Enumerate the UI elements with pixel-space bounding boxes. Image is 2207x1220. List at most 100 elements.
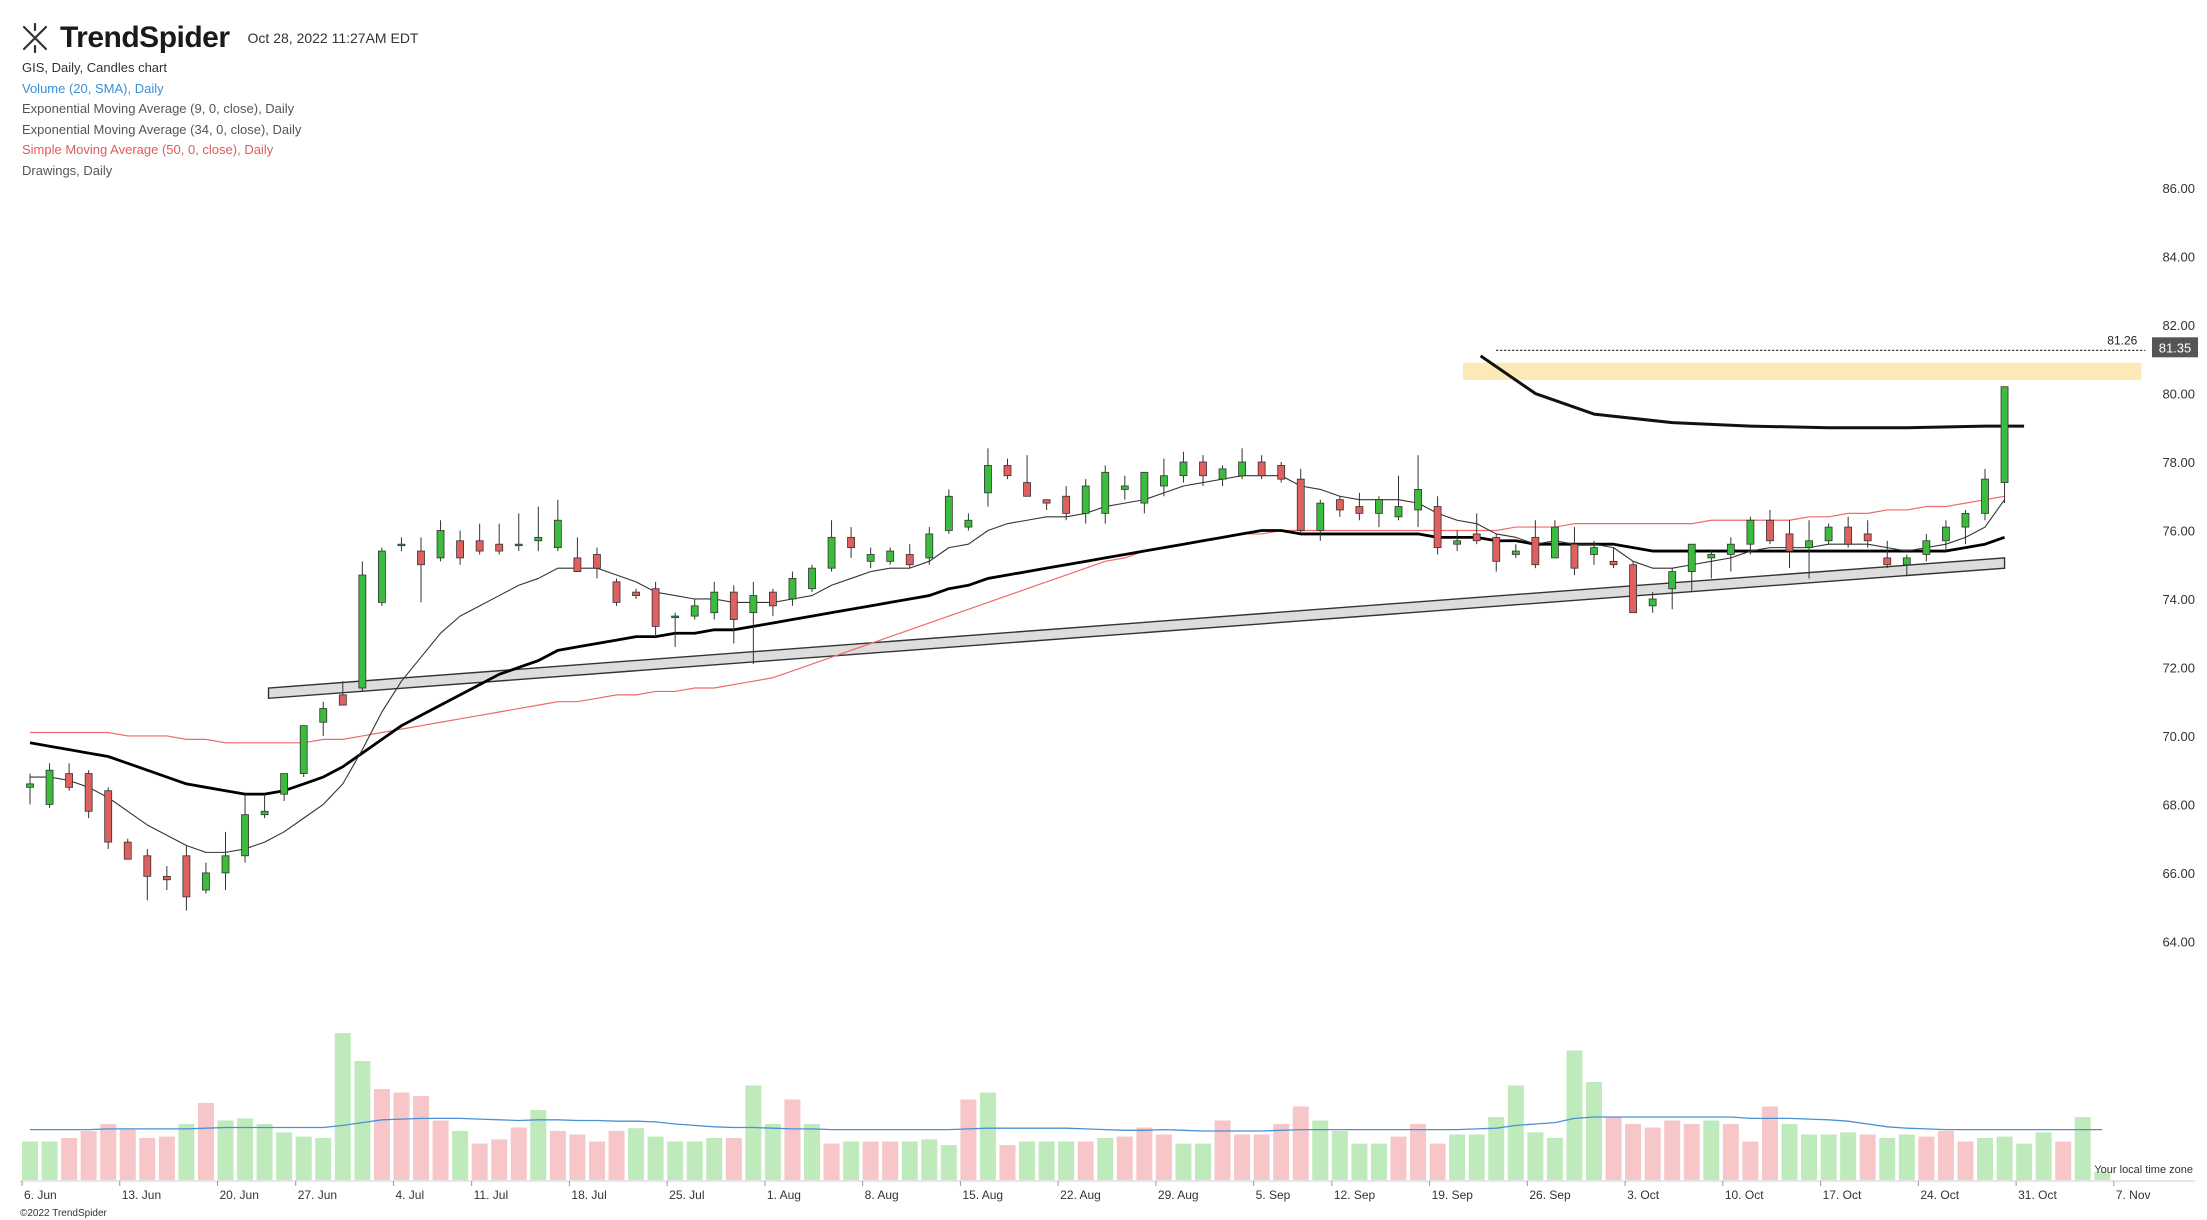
volume-bar (1722, 1124, 1739, 1180)
candle-body (1648, 598, 1657, 607)
volume-bar (667, 1141, 684, 1180)
volume-bar (452, 1131, 469, 1180)
candle-body (417, 550, 425, 566)
x-tick-label: 6. Jun (24, 1188, 57, 1202)
volume-bar (2074, 1117, 2091, 1180)
legend-title[interactable]: GIS, Daily, Candles chart (22, 60, 167, 75)
volume-bar (1449, 1134, 1466, 1180)
x-tick-label: 12. Sep (1334, 1188, 1376, 1202)
volume-bar (100, 1124, 117, 1180)
x-tick-label: 10. Oct (1725, 1188, 1764, 1202)
legend-item-sma50[interactable]: Simple Moving Average (50, 0, close), Da… (22, 142, 274, 157)
volume-bar (393, 1092, 410, 1180)
volume-bar (1390, 1136, 1407, 1180)
volume-bar (921, 1139, 938, 1180)
legend-item-ema9[interactable]: Exponential Moving Average (9, 0, close)… (22, 101, 295, 116)
volume-bar (1410, 1124, 1427, 1180)
y-tick-label: 82.00 (2162, 318, 2195, 333)
x-tick-label: 11. Jul (474, 1188, 508, 1202)
x-tick-label: 29. Aug (1158, 1188, 1199, 1202)
volume-bar (1742, 1141, 1759, 1180)
volume-bar (1586, 1082, 1602, 1180)
candle-body (1003, 465, 1012, 477)
candle-body (1160, 475, 1168, 487)
volume-bar (1507, 1085, 1524, 1180)
volume-bar (1370, 1143, 1387, 1180)
volume-bar (764, 1124, 781, 1180)
candle-body (162, 875, 171, 881)
candle-body (202, 872, 210, 891)
y-tick-label: 84.00 (2162, 250, 2195, 265)
candle-body (1120, 485, 1129, 490)
candle-body (1668, 571, 1677, 590)
volume-bar (334, 1033, 351, 1180)
legend-item-ema34[interactable]: Exponential Moving Average (34, 0, close… (22, 121, 302, 137)
volume-bar (1292, 1106, 1309, 1180)
x-tick-label: 4. Jul (395, 1188, 424, 1202)
volume-bar (2016, 1143, 2033, 1180)
candle-body (514, 543, 523, 547)
candle-body (182, 855, 191, 898)
volume-bar (80, 1131, 97, 1180)
candle-body (1316, 502, 1325, 531)
volume-bar (1683, 1124, 1700, 1180)
candle-body (241, 814, 249, 857)
volume-bar (1761, 1106, 1778, 1180)
volume-bar (1312, 1120, 1329, 1180)
volume-bar (491, 1139, 508, 1180)
trendspider-logo-icon (22, 22, 48, 54)
candle-body (593, 554, 601, 569)
x-tick-label: 19. Sep (1432, 1188, 1474, 1202)
volume-bar (41, 1141, 58, 1180)
y-tick-label: 86.00 (2162, 181, 2195, 196)
volume-bar (1605, 1117, 1622, 1180)
volume-bar (1429, 1143, 1446, 1180)
candle-body (769, 591, 777, 607)
candle-body (1238, 461, 1246, 477)
volume-sma-line (30, 1116, 2103, 1132)
volume-bar (1840, 1132, 1857, 1180)
ema34-line (29, 529, 2006, 796)
volume-bar (1527, 1132, 1544, 1180)
volume-bar (1488, 1117, 1505, 1180)
volume-bar (354, 1061, 371, 1180)
legend-item-volume-sma[interactable]: Volume (20, SMA), Daily (22, 80, 164, 96)
volume-bar (804, 1124, 820, 1180)
volume-bar (510, 1127, 527, 1180)
candle-body (1277, 465, 1286, 480)
volume-bar (276, 1132, 293, 1180)
volume-bar (237, 1118, 254, 1180)
candle-body (925, 533, 934, 559)
candle-body (84, 773, 93, 812)
volume-bar (256, 1124, 273, 1180)
timezone-label[interactable]: Your local time zone (2094, 1164, 2193, 1176)
candle-body (377, 550, 386, 603)
volume-bar (569, 1134, 586, 1180)
x-tick-label: 27. Jun (298, 1188, 337, 1202)
candle-body (1179, 461, 1188, 477)
indicator-legend: GIS, Daily, Candles chart Volume (20, SM… (22, 58, 301, 181)
candle-body (1785, 533, 1794, 552)
volume-bar (1214, 1120, 1231, 1180)
volume-bar (940, 1145, 957, 1180)
candle-body (964, 519, 973, 528)
volume-bar (61, 1138, 78, 1180)
volume-bar (1253, 1134, 1270, 1180)
x-tick-label: 25. Jul (669, 1188, 704, 1202)
candle-body (1218, 468, 1227, 480)
candle-body (788, 578, 797, 600)
x-tick-label: 17. Oct (1823, 1188, 1862, 1202)
candle-body (690, 605, 699, 617)
candle-body (2000, 386, 2009, 483)
candle-body (1023, 482, 1031, 497)
volume-bar (1625, 1124, 1642, 1180)
legend-item-drawings[interactable]: Drawings, Daily (22, 162, 113, 178)
candle-body (1824, 526, 1833, 542)
volume-bar (862, 1141, 879, 1180)
candle-body (1296, 478, 1305, 531)
volume-bar (1234, 1134, 1251, 1180)
x-tick-label: 7. Nov (2116, 1188, 2151, 1202)
copyright-text: ©2022 TrendSpider (20, 1208, 107, 1219)
candle-body (1863, 533, 1872, 542)
